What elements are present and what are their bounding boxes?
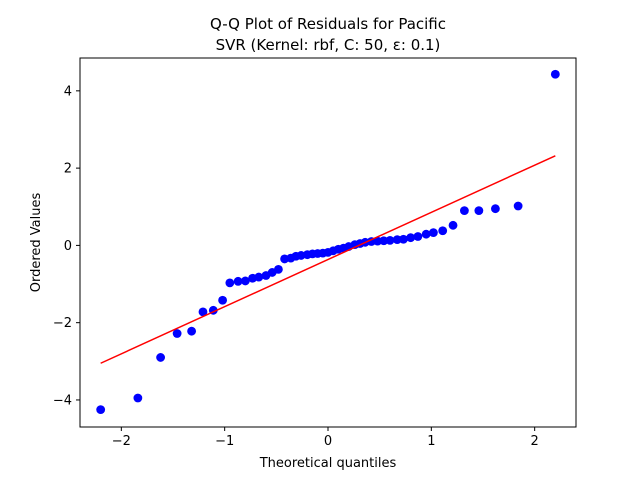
data-point [513,201,523,211]
x-tick-label: 0 [324,434,332,449]
data-point [187,326,197,336]
x-tick-label: 1 [427,434,435,449]
fit-line [100,155,556,364]
data-point [385,235,395,245]
y-axis: −4 −2 0 2 4 [53,84,80,408]
y-tick-label: 2 [64,162,72,177]
axes-frame [79,57,577,428]
data-point [421,229,431,239]
data-point [448,220,458,230]
data-point [233,276,243,286]
chart-title: Q-Q Plot of Residuals for Pacific [210,15,446,33]
y-tick-label: −2 [53,316,72,331]
data-point [413,232,423,241]
data-point [429,228,438,238]
data-point [460,206,469,216]
y-axis-label: Ordered Values [29,193,44,293]
data-point [254,272,264,282]
data-point [438,226,448,236]
data-point [218,295,228,305]
data-point [133,393,143,403]
chart-subtitle: SVR (Kernel: rbf, C: 50, ε: 0.1) [216,36,441,54]
data-point [550,69,560,79]
x-tick-label: −1 [215,434,234,449]
data-point [156,353,166,362]
y-tick-label: 0 [64,239,72,254]
data-point [491,204,500,214]
data-point [225,278,235,288]
data-point [406,233,416,243]
data-point [240,276,250,286]
y-tick-label: −4 [53,393,72,408]
data-point [274,264,283,274]
data-point [96,405,106,415]
y-tick-label: 4 [64,84,72,99]
data-point [399,234,408,244]
data-point [172,329,182,338]
x-axis: −2 −1 0 1 2 [112,427,539,449]
data-point [474,206,484,216]
x-axis-label: Theoretical quantiles [259,456,397,471]
x-tick-label: 2 [531,434,539,449]
x-tick-label: −2 [112,434,131,449]
plot-area [96,69,560,415]
data-point [198,307,208,317]
